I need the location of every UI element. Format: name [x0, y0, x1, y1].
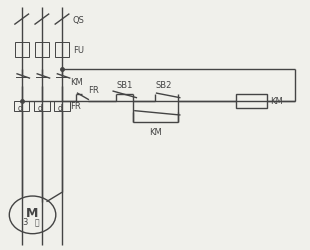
Text: d: d	[58, 104, 63, 113]
Bar	[35, 42, 49, 58]
Text: M: M	[26, 206, 39, 219]
Text: QS: QS	[73, 16, 85, 24]
Text: FU: FU	[73, 46, 84, 54]
Text: 3: 3	[22, 218, 28, 226]
Text: FR: FR	[70, 102, 81, 111]
Text: KM: KM	[149, 128, 162, 136]
Bar	[54, 101, 70, 111]
Bar	[34, 101, 50, 111]
Bar	[15, 42, 29, 58]
Text: SB2: SB2	[155, 80, 171, 89]
Text: 相: 相	[35, 218, 39, 226]
Bar	[55, 42, 69, 58]
Bar	[14, 101, 29, 111]
Text: d: d	[18, 104, 23, 113]
Text: KM: KM	[70, 78, 82, 86]
Text: FR: FR	[88, 86, 99, 95]
Bar	[236, 94, 267, 108]
Text: SB1: SB1	[116, 80, 133, 89]
Text: KM: KM	[270, 97, 282, 106]
Text: d: d	[38, 104, 43, 113]
